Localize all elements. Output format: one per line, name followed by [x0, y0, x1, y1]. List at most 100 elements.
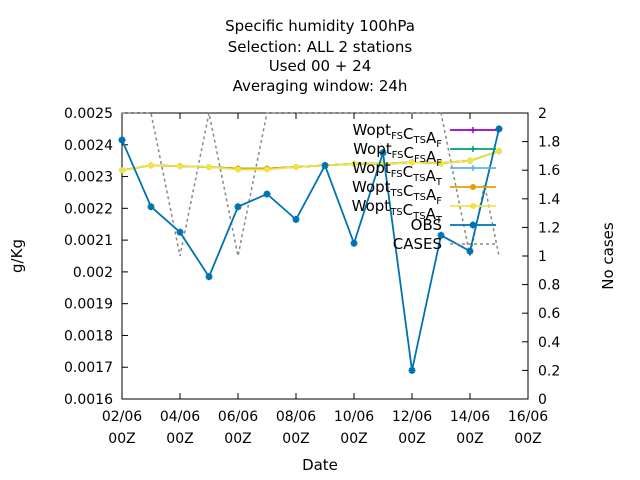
legend-label: OBS — [411, 216, 442, 234]
series-1 — [119, 148, 502, 174]
series-6 — [122, 112, 500, 257]
data-point — [379, 149, 387, 157]
series-0 — [119, 148, 502, 174]
legend-label: WoptFSCTSAF — [353, 121, 443, 150]
y-tick-label: 0.0023 — [64, 170, 113, 186]
series-line — [121, 150, 500, 172]
data-point — [470, 127, 476, 133]
x-tick-label-time: 00Z — [108, 431, 135, 447]
y-tick-label: 0.0022 — [64, 201, 113, 217]
data-point — [470, 146, 476, 152]
series-line — [121, 128, 500, 371]
axis-ticks: 0.0016 0.0017 0.0018 0.0019 0.002 0.0021 0.002… — [64, 106, 560, 447]
legend-label: WoptFSCFSAF — [353, 140, 442, 169]
data-point — [470, 184, 476, 190]
x-tick-label-time: 00Z — [166, 431, 193, 447]
data-point — [293, 164, 299, 171]
x-tick-label: 16/06 — [508, 409, 548, 425]
y2-tick-label: 0.8 — [538, 278, 560, 294]
y-tick-label: 0.0018 — [64, 328, 113, 344]
x-tick-label: 02/06 — [102, 409, 142, 425]
legend: WoptFSCTSAFWoptFSCFSAFWoptFSCTSATWoptTSC… — [352, 121, 496, 253]
legend-label: WoptTSCTSAT — [352, 197, 443, 226]
data-point — [496, 148, 502, 155]
y2-tick-label: 1.2 — [538, 220, 560, 236]
series-3 — [119, 148, 502, 174]
x-tick-label-time: 00Z — [282, 431, 309, 447]
y-axis-label: g/Kg — [8, 239, 26, 273]
x-tick-label-time: 00Z — [398, 431, 425, 447]
x-tick-label-time: 00Z — [224, 431, 251, 447]
data-point — [438, 160, 444, 167]
series-5 — [118, 125, 503, 374]
data-point — [470, 165, 476, 171]
legend-entry: CASES — [393, 235, 496, 253]
data-point — [234, 203, 242, 211]
data-point — [495, 125, 503, 133]
data-point — [147, 203, 155, 211]
legend-entry: WoptTSCTSAT — [352, 197, 496, 226]
x-tick-label-time: 00Z — [340, 431, 367, 447]
y2-axis-label: No cases — [599, 222, 617, 290]
data-point — [470, 203, 476, 209]
series-line — [122, 112, 500, 257]
data-point — [263, 190, 271, 198]
x-tick-label: 14/06 — [450, 409, 490, 425]
x-tick-label: 10/06 — [334, 409, 374, 425]
data-point — [467, 157, 473, 164]
series-layer — [118, 112, 503, 374]
legend-label: WoptFSCTSAT — [352, 159, 443, 188]
data-point — [118, 136, 126, 144]
data-point — [205, 273, 213, 281]
x-tick-label: 08/06 — [276, 409, 316, 425]
data-point — [321, 161, 329, 169]
y-tick-label: 0.0016 — [64, 392, 113, 408]
data-point — [235, 166, 241, 173]
legend-entry: WoptFSCTSAT — [352, 159, 496, 188]
y-tick-label: 0.0024 — [64, 138, 113, 154]
data-point — [408, 366, 416, 374]
title-line-1: Specific humidity 100hPa — [225, 17, 415, 35]
x-tick-label-time: 00Z — [514, 431, 541, 447]
y-tick-label: 0.002 — [73, 265, 113, 281]
legend-label: CASES — [393, 235, 442, 253]
y2-tick-label: 2 — [538, 106, 547, 122]
x-tick-label: 06/06 — [218, 409, 258, 425]
plot-border — [121, 112, 529, 400]
x-tick-label-time: 00Z — [456, 431, 483, 447]
data-point — [264, 166, 270, 173]
data-point — [177, 163, 183, 170]
x-tick-label: 04/06 — [160, 409, 200, 425]
legend-label: WoptTSCTSAF — [352, 178, 442, 207]
data-point — [409, 159, 415, 166]
data-point — [119, 167, 125, 174]
x-axis-label: Date — [302, 456, 338, 474]
data-point — [206, 164, 212, 171]
x-tick-label: 12/06 — [392, 409, 432, 425]
y2-tick-label: 1.4 — [538, 192, 560, 208]
y2-tick-label: 0.2 — [538, 363, 560, 379]
chart-title: Specific humidity 100hPa Selection: ALL … — [225, 17, 415, 95]
data-point — [176, 228, 184, 236]
legend-entry: WoptTSCTSAF — [352, 178, 496, 207]
y-tick-label: 0.0019 — [64, 297, 113, 313]
title-line-3: Used 00 + 24 — [269, 57, 372, 75]
legend-entry: WoptFSCTSAF — [353, 121, 496, 150]
data-point — [469, 221, 477, 229]
data-point — [437, 231, 445, 239]
y-tick-label: 0.0017 — [64, 360, 113, 376]
series-4 — [119, 148, 502, 174]
data-point — [148, 162, 154, 169]
legend-entry: WoptFSCFSAF — [353, 140, 496, 169]
title-line-4: Averaging window: 24h — [233, 77, 408, 95]
series-2 — [119, 148, 502, 174]
data-point — [350, 239, 358, 247]
y-tick-label: 0.0021 — [64, 233, 113, 249]
y2-tick-label: 0.6 — [538, 306, 560, 322]
y2-tick-label: 1 — [538, 249, 547, 265]
y2-tick-label: 0.4 — [538, 335, 560, 351]
y-tick-label: 0.0025 — [64, 106, 113, 122]
data-point — [466, 247, 474, 255]
data-point — [292, 215, 300, 223]
